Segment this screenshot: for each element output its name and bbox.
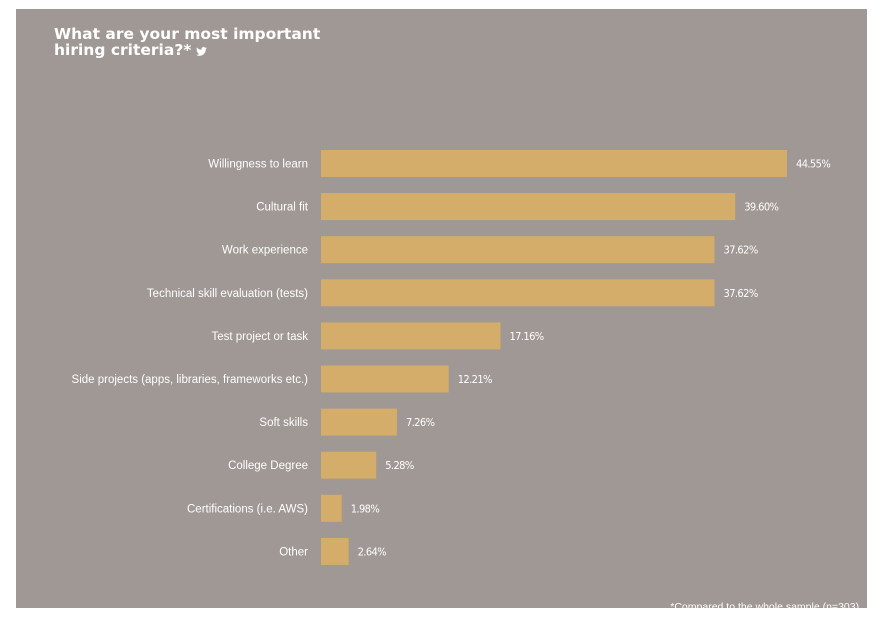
category-label: Work experience (222, 245, 308, 257)
value-label: 12.21% (458, 373, 492, 386)
bar (321, 365, 449, 393)
category-label: Soft skills (259, 417, 308, 429)
value-label: 39.60% (744, 201, 778, 214)
bar (321, 236, 715, 264)
value-label: 7.26% (406, 416, 435, 429)
category-label: Willingness to learn (208, 159, 308, 171)
chart-title: What are your most important hiring crit… (54, 26, 320, 59)
bar (321, 408, 397, 436)
value-label: 17.16% (509, 330, 543, 343)
value-label: 1.98% (351, 502, 380, 515)
bar (321, 537, 349, 565)
bar (321, 494, 342, 522)
value-label: 37.62% (724, 244, 758, 257)
footnote: *Compared to the whole sample (n=303). (670, 601, 862, 613)
category-label: Certifications (i.e. AWS) (187, 503, 308, 515)
bar (321, 150, 787, 177)
category-label: College Degree (228, 460, 308, 472)
category-label: Side projects (apps, libraries, framewor… (72, 374, 309, 386)
chart-title-line-1: What are your most important (54, 25, 321, 43)
category-label: Cultural fit (256, 202, 309, 214)
category-label: Other (279, 546, 308, 558)
value-label: 2.64% (358, 545, 387, 558)
category-label: Technical skill evaluation (tests) (147, 288, 308, 300)
value-label: 37.62% (724, 287, 758, 300)
bar (321, 193, 736, 221)
chart-title-line-2: hiring criteria?* (54, 41, 192, 59)
value-label: 44.55% (796, 158, 830, 171)
chart-panel (16, 9, 867, 608)
twitter-bird-icon[interactable] (196, 43, 208, 59)
bar (321, 451, 377, 479)
category-label: Test project or task (211, 331, 308, 343)
bar (321, 322, 501, 350)
bar (321, 279, 715, 307)
value-label: 5.28% (385, 459, 414, 472)
